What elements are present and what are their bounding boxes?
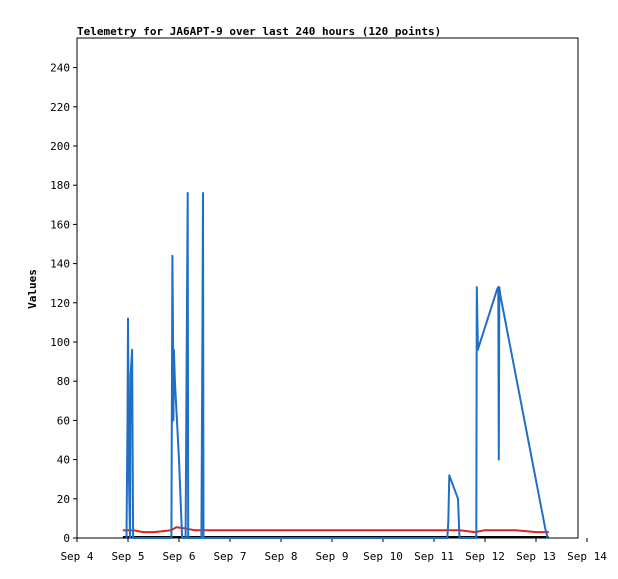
- x-tick-label: Sep 13: [516, 550, 556, 563]
- x-tick-label: Sep 9: [315, 550, 348, 563]
- x-tick-label: Sep 14: [567, 550, 607, 563]
- x-tick-label: Sep 12: [465, 550, 505, 563]
- y-tick-label: 80: [57, 375, 70, 388]
- chart-title: Telemetry for JA6APT-9 over last 240 hou…: [77, 25, 441, 38]
- x-tick-label: Sep 6: [162, 550, 195, 563]
- y-tick-label: 140: [50, 258, 70, 271]
- y-tick-label: 100: [50, 336, 70, 349]
- y-tick-label: 60: [57, 414, 70, 427]
- y-tick-label: 200: [50, 140, 70, 153]
- y-tick-label: 20: [57, 493, 70, 506]
- y-tick-label: 160: [50, 218, 70, 231]
- plot-frame: [76, 37, 579, 539]
- x-tick-label: Sep 10: [363, 550, 403, 563]
- y-tick-label: 240: [50, 62, 70, 75]
- y-tick-label: 40: [57, 454, 70, 467]
- y-axis: 0 20 40 60 80 100 120 140 160 180 200 220 240: [50, 62, 77, 545]
- y-axis-title: Values: [26, 269, 39, 309]
- y-tick-label: 180: [50, 179, 70, 192]
- series-layer: [122, 192, 549, 539]
- x-tick-label: Sep 5: [111, 550, 144, 563]
- x-tick-label: Sep 4: [60, 550, 93, 563]
- y-tick-label: 120: [50, 297, 70, 310]
- y-tick-label: 220: [50, 101, 70, 114]
- series-line-1: [125, 192, 549, 539]
- x-tick-label: Sep 8: [264, 550, 297, 563]
- x-tick-label: Sep 7: [213, 550, 246, 563]
- y-tick-label: 0: [63, 532, 70, 545]
- x-axis: Sep 4 Sep 5 Sep 6 Sep 7 Sep 8 Sep 9 Sep 10 Sep …: [60, 538, 607, 563]
- x-tick-label: Sep 11: [414, 550, 454, 563]
- series-line-2: [122, 526, 549, 534]
